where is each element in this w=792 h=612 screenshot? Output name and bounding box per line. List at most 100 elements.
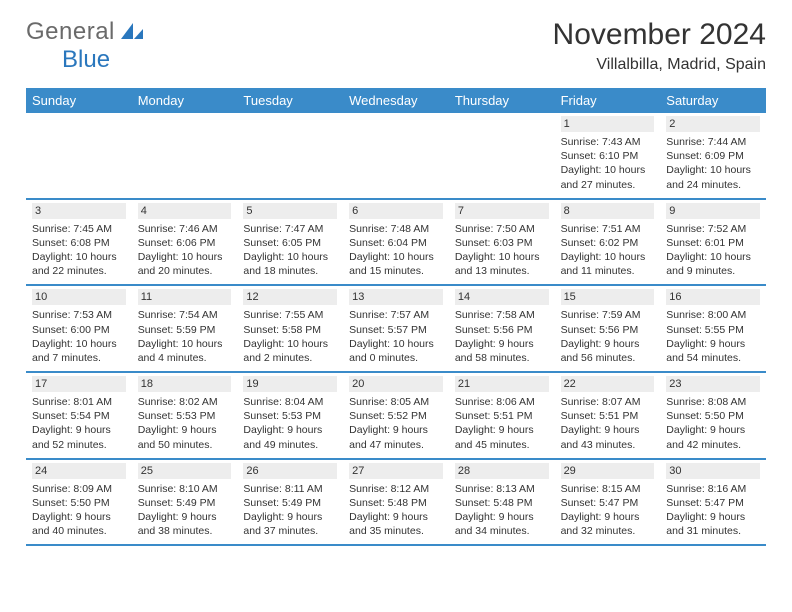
- sunset-text: Sunset: 5:52 PM: [349, 409, 443, 423]
- daylight-text: Daylight: 9 hours and 56 minutes.: [561, 337, 655, 365]
- sunset-text: Sunset: 5:47 PM: [561, 496, 655, 510]
- day-info: Sunrise: 7:57 AMSunset: 5:57 PMDaylight:…: [349, 308, 443, 365]
- sunrise-text: Sunrise: 8:09 AM: [32, 482, 126, 496]
- calendar-day: [449, 113, 555, 198]
- day-info: Sunrise: 8:02 AMSunset: 5:53 PMDaylight:…: [138, 395, 232, 452]
- calendar-day: 20 Sunrise: 8:05 AMSunset: 5:52 PMDayligh…: [343, 373, 449, 458]
- logo-text-1: General: [26, 18, 115, 45]
- day-info: Sunrise: 7:44 AMSunset: 6:09 PMDaylight:…: [666, 135, 760, 192]
- daylight-text: Daylight: 10 hours and 15 minutes.: [349, 250, 443, 278]
- calendar-day: 8Sunrise: 7:51 AMSunset: 6:02 PMDaylight…: [555, 200, 661, 285]
- daylight-text: Daylight: 9 hours and 43 minutes.: [561, 423, 655, 451]
- day-info: Sunrise: 8:04 AMSunset: 5:53 PMDaylight:…: [243, 395, 337, 452]
- sunset-text: Sunset: 5:48 PM: [455, 496, 549, 510]
- calendar-day: 28Sunrise: 8:13 AMSunset: 5:48 PMDayligh…: [449, 460, 555, 545]
- daylight-text: Daylight: 9 hours and 34 minutes.: [455, 510, 549, 538]
- sunrise-text: Sunrise: 8:02 AM: [138, 395, 232, 409]
- daylight-text: Daylight: 9 hours and 31 minutes.: [666, 510, 760, 538]
- day-number: 30: [666, 463, 760, 479]
- day-number: 1: [561, 116, 655, 132]
- day-number: 2: [666, 116, 760, 132]
- sunset-text: Sunset: 5:57 PM: [349, 323, 443, 337]
- calendar-day: 3Sunrise: 7:45 AMSunset: 6:08 PMDaylight…: [26, 200, 132, 285]
- day-number: 12: [243, 289, 337, 305]
- sunset-text: Sunset: 5:56 PM: [561, 323, 655, 337]
- day-info: Sunrise: 7:43 AMSunset: 6:10 PMDaylight:…: [561, 135, 655, 192]
- sunrise-text: Sunrise: 8:07 AM: [561, 395, 655, 409]
- day-number: 5: [243, 203, 337, 219]
- sunrise-text: Sunrise: 8:05 AM: [349, 395, 443, 409]
- daylight-text: Daylight: 9 hours and 49 minutes.: [243, 423, 337, 451]
- day-info: Sunrise: 8:10 AMSunset: 5:49 PMDaylight:…: [138, 482, 232, 539]
- calendar-day: 30 Sunrise: 8:16 AMSunset: 5:47 PMDayligh…: [660, 460, 766, 545]
- sunset-text: Sunset: 6:01 PM: [666, 236, 760, 250]
- day-number: 14: [455, 289, 549, 305]
- daylight-text: Daylight: 10 hours and 7 minutes.: [32, 337, 126, 365]
- calendar-week: 1 Sunrise: 7:43 AMSunset: 6:10 PMDaylight…: [26, 113, 766, 200]
- calendar-day: 18 Sunrise: 8:02 AMSunset: 5:53 PMDayligh…: [132, 373, 238, 458]
- day-info: Sunrise: 7:54 AMSunset: 5:59 PMDaylight:…: [138, 308, 232, 365]
- calendar-day: 5Sunrise: 7:47 AMSunset: 6:05 PMDaylight…: [237, 200, 343, 285]
- day-info: Sunrise: 8:08 AMSunset: 5:50 PMDaylight:…: [666, 395, 760, 452]
- day-info: Sunrise: 8:06 AMSunset: 5:51 PMDaylight:…: [455, 395, 549, 452]
- day-number: 15: [561, 289, 655, 305]
- sunrise-text: Sunrise: 8:11 AM: [243, 482, 337, 496]
- day-info: Sunrise: 7:51 AMSunset: 6:02 PMDaylight:…: [561, 222, 655, 279]
- daylight-text: Daylight: 9 hours and 38 minutes.: [138, 510, 232, 538]
- calendar-header-row: Sunday Monday Tuesday Wednesday Thursday…: [26, 88, 766, 113]
- sunset-text: Sunset: 5:55 PM: [666, 323, 760, 337]
- sunrise-text: Sunrise: 7:52 AM: [666, 222, 760, 236]
- day-number: 10: [32, 289, 126, 305]
- calendar-day: [237, 113, 343, 198]
- day-info: Sunrise: 8:01 AMSunset: 5:54 PMDaylight:…: [32, 395, 126, 452]
- sunrise-text: Sunrise: 7:45 AM: [32, 222, 126, 236]
- sunset-text: Sunset: 5:51 PM: [561, 409, 655, 423]
- day-number: 18: [138, 376, 232, 392]
- calendar-day: 13 Sunrise: 7:57 AMSunset: 5:57 PMDayligh…: [343, 286, 449, 371]
- sunrise-text: Sunrise: 8:06 AM: [455, 395, 549, 409]
- calendar-day: 10Sunrise: 7:53 AMSunset: 6:00 PMDayligh…: [26, 286, 132, 371]
- day-number: 4: [138, 203, 232, 219]
- day-info: Sunrise: 8:07 AMSunset: 5:51 PMDaylight:…: [561, 395, 655, 452]
- day-header: Sunday: [26, 88, 132, 113]
- day-header: Monday: [132, 88, 238, 113]
- sunrise-text: Sunrise: 8:12 AM: [349, 482, 443, 496]
- day-info: Sunrise: 8:09 AMSunset: 5:50 PMDaylight:…: [32, 482, 126, 539]
- logo: General Blue: [26, 18, 143, 74]
- daylight-text: Daylight: 10 hours and 4 minutes.: [138, 337, 232, 365]
- day-number: 24: [32, 463, 126, 479]
- sunset-text: Sunset: 5:54 PM: [32, 409, 126, 423]
- sunrise-text: Sunrise: 7:57 AM: [349, 308, 443, 322]
- sunset-text: Sunset: 6:05 PM: [243, 236, 337, 250]
- day-info: Sunrise: 7:45 AMSunset: 6:08 PMDaylight:…: [32, 222, 126, 279]
- calendar-day: 14Sunrise: 7:58 AMSunset: 5:56 PMDayligh…: [449, 286, 555, 371]
- calendar-day: 17Sunrise: 8:01 AMSunset: 5:54 PMDayligh…: [26, 373, 132, 458]
- calendar-day: 16Sunrise: 8:00 AMSunset: 5:55 PMDayligh…: [660, 286, 766, 371]
- daylight-text: Daylight: 10 hours and 27 minutes.: [561, 163, 655, 191]
- day-number: 21: [455, 376, 549, 392]
- calendar-day: 6Sunrise: 7:48 AMSunset: 6:04 PMDaylight…: [343, 200, 449, 285]
- daylight-text: Daylight: 9 hours and 50 minutes.: [138, 423, 232, 451]
- day-number: 9: [666, 203, 760, 219]
- daylight-text: Daylight: 10 hours and 2 minutes.: [243, 337, 337, 365]
- sunrise-text: Sunrise: 8:13 AM: [455, 482, 549, 496]
- sunrise-text: Sunrise: 8:16 AM: [666, 482, 760, 496]
- calendar-day: 4 Sunrise: 7:46 AMSunset: 6:06 PMDaylight…: [132, 200, 238, 285]
- sunset-text: Sunset: 5:51 PM: [455, 409, 549, 423]
- day-number: 23: [666, 376, 760, 392]
- day-info: Sunrise: 8:05 AMSunset: 5:52 PMDaylight:…: [349, 395, 443, 452]
- day-number: 13: [349, 289, 443, 305]
- sunset-text: Sunset: 5:59 PM: [138, 323, 232, 337]
- day-number: 20: [349, 376, 443, 392]
- sunset-text: Sunset: 6:02 PM: [561, 236, 655, 250]
- calendar-day: 9Sunrise: 7:52 AMSunset: 6:01 PMDaylight…: [660, 200, 766, 285]
- sunrise-text: Sunrise: 7:48 AM: [349, 222, 443, 236]
- day-info: Sunrise: 8:16 AMSunset: 5:47 PMDaylight:…: [666, 482, 760, 539]
- calendar-day: 29Sunrise: 8:15 AMSunset: 5:47 PMDayligh…: [555, 460, 661, 545]
- sunrise-text: Sunrise: 7:44 AM: [666, 135, 760, 149]
- sunrise-text: Sunrise: 8:08 AM: [666, 395, 760, 409]
- sunset-text: Sunset: 5:49 PM: [138, 496, 232, 510]
- sunrise-text: Sunrise: 8:04 AM: [243, 395, 337, 409]
- daylight-text: Daylight: 10 hours and 18 minutes.: [243, 250, 337, 278]
- day-info: Sunrise: 7:46 AMSunset: 6:06 PMDaylight:…: [138, 222, 232, 279]
